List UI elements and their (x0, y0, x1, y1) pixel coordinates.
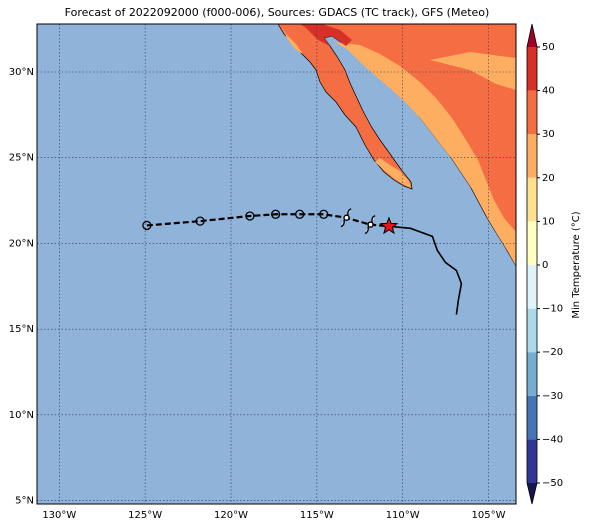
track-line (146, 213, 390, 228)
colorbar-segment (527, 395, 537, 440)
map-title: Forecast of 2022092000 (f000-006), Sourc… (65, 6, 490, 19)
x-tick-label: 115°W (300, 510, 334, 521)
cyclone-symbol (364, 214, 376, 235)
x-tick-label: 120°W (214, 510, 248, 521)
colorbar-tick-label: −10 (542, 304, 563, 315)
current-position (379, 216, 399, 235)
colorbar-tick-label: 40 (542, 86, 555, 97)
colorbar-segment (527, 265, 537, 309)
coast-west (280, 24, 303, 54)
colorbar-tick-label: 10 (542, 216, 555, 227)
colorbar-segment (527, 221, 537, 265)
map-area (37, 24, 516, 504)
x-tick-label: 125°W (128, 510, 162, 521)
y-tick-label: 15°N (9, 324, 34, 335)
baja-tip (375, 158, 411, 188)
colorbar-over (527, 24, 537, 47)
map-frame (36, 23, 517, 505)
x-tick-label: 110°W (386, 510, 420, 521)
colorbar-segment (527, 308, 537, 353)
colorbar-tick-label: 30 (542, 129, 555, 140)
y-tick-label: 20°N (9, 238, 34, 249)
colorbar-tick-label: 0 (542, 260, 548, 271)
cyclone-symbol (340, 208, 352, 228)
track-point (319, 209, 329, 219)
track-point (295, 209, 305, 219)
colorbar-label: Min Temperature (°C) (571, 211, 582, 318)
x-tick-label: 105°W (472, 510, 506, 521)
colorbar: −50 −40 −30 −20 −10 0 10 20 30 40 50 (526, 23, 563, 505)
y-tick-label: 10°N (9, 410, 34, 421)
track-point (195, 216, 205, 226)
colorbar-tick-label: 50 (542, 42, 555, 53)
forecast-path (388, 225, 463, 315)
colorbar-tick-label: 20 (542, 173, 555, 184)
colorbar-segment (527, 352, 537, 396)
track-point (142, 220, 152, 231)
y-tick-label: 25°N (9, 153, 34, 164)
land-hot-patch (300, 24, 352, 46)
colorbar-tick-label: −40 (542, 434, 563, 445)
colorbar-segment (527, 134, 537, 178)
colorbar-tick-label: −30 (542, 391, 563, 402)
colorbar-segment (527, 177, 537, 222)
x-tick-label: 130°W (42, 510, 76, 521)
track-point (245, 211, 255, 221)
colorbar-segment (527, 90, 537, 135)
colorbar-tick-label: −20 (542, 347, 563, 358)
track-point (270, 209, 281, 219)
y-tick-label: 5°N (15, 496, 34, 507)
y-tick-label: 30°N (9, 67, 34, 78)
colorbar-under (527, 483, 537, 504)
land-warm-patch (430, 52, 516, 90)
colorbar-segment (527, 47, 537, 91)
colorbar-tick-label: −50 (542, 478, 563, 489)
colorbar-segment (527, 439, 537, 483)
